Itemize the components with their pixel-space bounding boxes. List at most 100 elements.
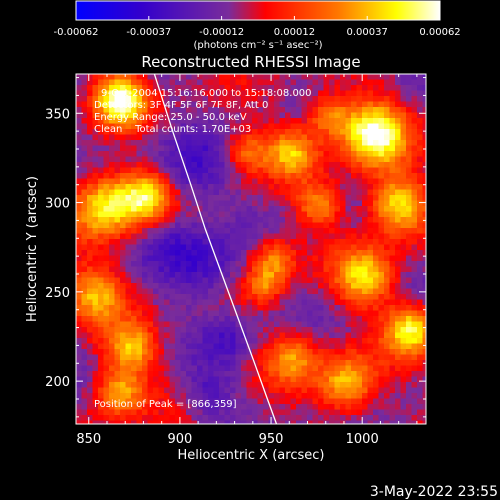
heatmap-cell bbox=[208, 382, 214, 388]
heatmap-cell bbox=[411, 376, 418, 383]
heatmap-cell bbox=[395, 371, 401, 377]
heatmap-cell bbox=[109, 376, 115, 383]
heatmap-cell bbox=[263, 255, 269, 262]
heatmap-cell bbox=[246, 266, 253, 273]
heatmap-cell bbox=[186, 338, 192, 344]
heatmap-cell bbox=[142, 112, 148, 119]
heatmap-cell bbox=[318, 118, 324, 124]
heatmap-cell bbox=[208, 189, 214, 196]
heatmap-cell bbox=[373, 266, 379, 273]
heatmap-cell bbox=[329, 96, 335, 102]
heatmap-cell bbox=[345, 349, 352, 355]
heatmap-cell bbox=[142, 387, 148, 394]
heatmap-cell bbox=[268, 228, 275, 234]
heatmap-cell bbox=[142, 316, 148, 322]
heatmap-cell bbox=[169, 277, 176, 284]
colorbar-ticks: -0.00062 -0.00037 -0.00012 0.00012 0.00037 0.… bbox=[54, 16, 461, 38]
heatmap-cell bbox=[213, 398, 220, 405]
heatmap-cell bbox=[356, 371, 363, 377]
heatmap-cell bbox=[241, 283, 247, 289]
heatmap-cell bbox=[318, 321, 324, 328]
heatmap-cell bbox=[76, 255, 82, 262]
heatmap-cell bbox=[120, 195, 126, 201]
heatmap-cell bbox=[351, 327, 357, 333]
heatmap-cell bbox=[318, 294, 324, 300]
heatmap-cell bbox=[274, 145, 280, 152]
heatmap-cell bbox=[76, 85, 82, 91]
heatmap-cell bbox=[400, 145, 407, 152]
heatmap-cell bbox=[268, 178, 275, 185]
heatmap-cell bbox=[147, 101, 154, 108]
heatmap-cell bbox=[153, 184, 159, 190]
heatmap-cell bbox=[318, 404, 324, 410]
heatmap-cell bbox=[109, 250, 115, 256]
heatmap-cell bbox=[411, 409, 418, 416]
heatmap-cell bbox=[224, 277, 231, 284]
heatmap-cell bbox=[279, 217, 286, 223]
heatmap-cell bbox=[356, 228, 363, 234]
heatmap-cell bbox=[169, 85, 176, 91]
heatmap-cell bbox=[120, 85, 126, 91]
heatmap-cell bbox=[274, 321, 280, 328]
x-axis: 850 900 950 1000 bbox=[76, 74, 418, 447]
heatmap-cell bbox=[208, 118, 214, 124]
heatmap-cell bbox=[285, 266, 291, 273]
heatmap-cell bbox=[202, 167, 209, 174]
heatmap-cell bbox=[252, 79, 258, 86]
heatmap-cell bbox=[136, 90, 143, 97]
heatmap-cell bbox=[120, 305, 126, 311]
heatmap-cell bbox=[186, 134, 192, 141]
heatmap-cell bbox=[153, 321, 159, 328]
heatmap-cell bbox=[384, 365, 390, 372]
heatmap-cell bbox=[378, 272, 385, 278]
heatmap-cell bbox=[329, 255, 335, 262]
heatmap-cell bbox=[257, 206, 264, 212]
heatmap-cell bbox=[136, 134, 143, 141]
heatmap-cell bbox=[98, 90, 104, 97]
heatmap-cell bbox=[257, 299, 264, 306]
heatmap-cell bbox=[356, 233, 363, 240]
heatmap-cell bbox=[81, 393, 88, 399]
heatmap-cell bbox=[114, 156, 121, 163]
heatmap-cell bbox=[169, 140, 176, 146]
heatmap-cell bbox=[186, 79, 192, 86]
heatmap-cell bbox=[109, 173, 115, 179]
heatmap-cell bbox=[406, 189, 412, 196]
heatmap-cell bbox=[296, 200, 302, 207]
heatmap-cell bbox=[417, 343, 423, 350]
heatmap-cell bbox=[76, 90, 82, 97]
heatmap-cell bbox=[318, 151, 324, 157]
heatmap-cell bbox=[373, 151, 379, 157]
heatmap-cell bbox=[114, 90, 121, 97]
heatmap-cell bbox=[400, 360, 407, 366]
heatmap-cell bbox=[175, 266, 181, 273]
heatmap-cell bbox=[153, 299, 159, 306]
heatmap-cell bbox=[197, 206, 203, 212]
heatmap-cell bbox=[202, 96, 209, 102]
heatmap-cell bbox=[356, 140, 363, 146]
heatmap-cell bbox=[103, 217, 110, 223]
heatmap-cell bbox=[125, 294, 132, 300]
heatmap-cell bbox=[252, 299, 258, 306]
heatmap-cell bbox=[235, 200, 242, 207]
heatmap-cell bbox=[164, 134, 170, 141]
heatmap-cell bbox=[362, 200, 368, 207]
heatmap-cell bbox=[202, 195, 209, 201]
heatmap-cell bbox=[180, 343, 187, 350]
heatmap-cell bbox=[81, 415, 88, 421]
heatmap-cell bbox=[323, 387, 330, 394]
heatmap-cell bbox=[81, 118, 88, 124]
heatmap-cell bbox=[417, 123, 423, 130]
heatmap-cell bbox=[87, 123, 93, 130]
heatmap-cell bbox=[142, 228, 148, 234]
heatmap-cell bbox=[323, 283, 330, 289]
heatmap-cell bbox=[340, 283, 346, 289]
heatmap-cell bbox=[92, 299, 99, 306]
heatmap-cell bbox=[98, 332, 104, 339]
heatmap-cell bbox=[175, 382, 181, 388]
heatmap-cell bbox=[98, 354, 104, 361]
heatmap-cell bbox=[230, 332, 236, 339]
heatmap-cell bbox=[395, 393, 401, 399]
heatmap-cell bbox=[230, 101, 236, 108]
heatmap-cell bbox=[257, 167, 264, 174]
